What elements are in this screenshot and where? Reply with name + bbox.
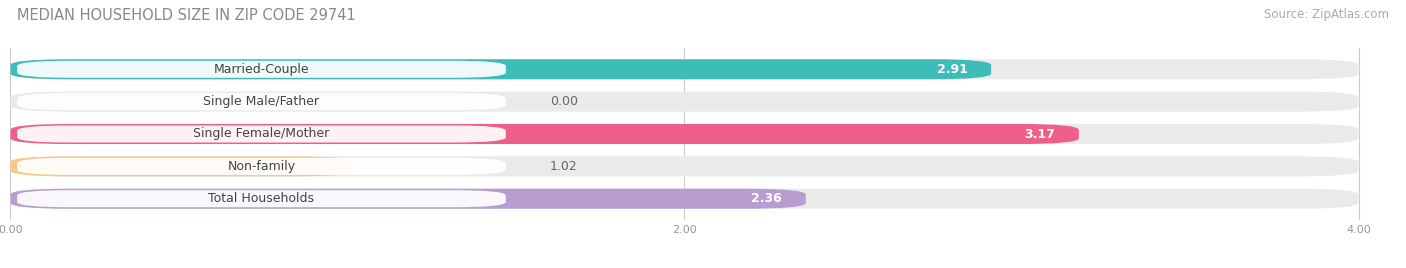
Text: Single Female/Mother: Single Female/Mother <box>194 128 329 140</box>
Text: MEDIAN HOUSEHOLD SIZE IN ZIP CODE 29741: MEDIAN HOUSEHOLD SIZE IN ZIP CODE 29741 <box>17 8 356 23</box>
Text: Source: ZipAtlas.com: Source: ZipAtlas.com <box>1264 8 1389 21</box>
FancyBboxPatch shape <box>17 190 506 207</box>
FancyBboxPatch shape <box>10 156 1358 176</box>
Text: Single Male/Father: Single Male/Father <box>204 95 319 108</box>
FancyBboxPatch shape <box>10 92 1358 112</box>
FancyBboxPatch shape <box>10 156 354 176</box>
FancyBboxPatch shape <box>10 124 1358 144</box>
Text: 0.00: 0.00 <box>550 95 578 108</box>
FancyBboxPatch shape <box>10 59 1358 79</box>
FancyBboxPatch shape <box>17 93 506 110</box>
FancyBboxPatch shape <box>17 158 506 175</box>
FancyBboxPatch shape <box>17 61 506 78</box>
Text: Total Households: Total Households <box>208 192 315 205</box>
Text: 3.17: 3.17 <box>1025 128 1054 140</box>
FancyBboxPatch shape <box>10 59 991 79</box>
Text: 1.02: 1.02 <box>550 160 578 173</box>
FancyBboxPatch shape <box>10 124 1078 144</box>
FancyBboxPatch shape <box>17 125 506 143</box>
FancyBboxPatch shape <box>10 189 1358 209</box>
Text: Married-Couple: Married-Couple <box>214 63 309 76</box>
Text: 2.91: 2.91 <box>936 63 967 76</box>
Text: 2.36: 2.36 <box>751 192 782 205</box>
Text: Non-family: Non-family <box>228 160 295 173</box>
FancyBboxPatch shape <box>10 189 806 209</box>
